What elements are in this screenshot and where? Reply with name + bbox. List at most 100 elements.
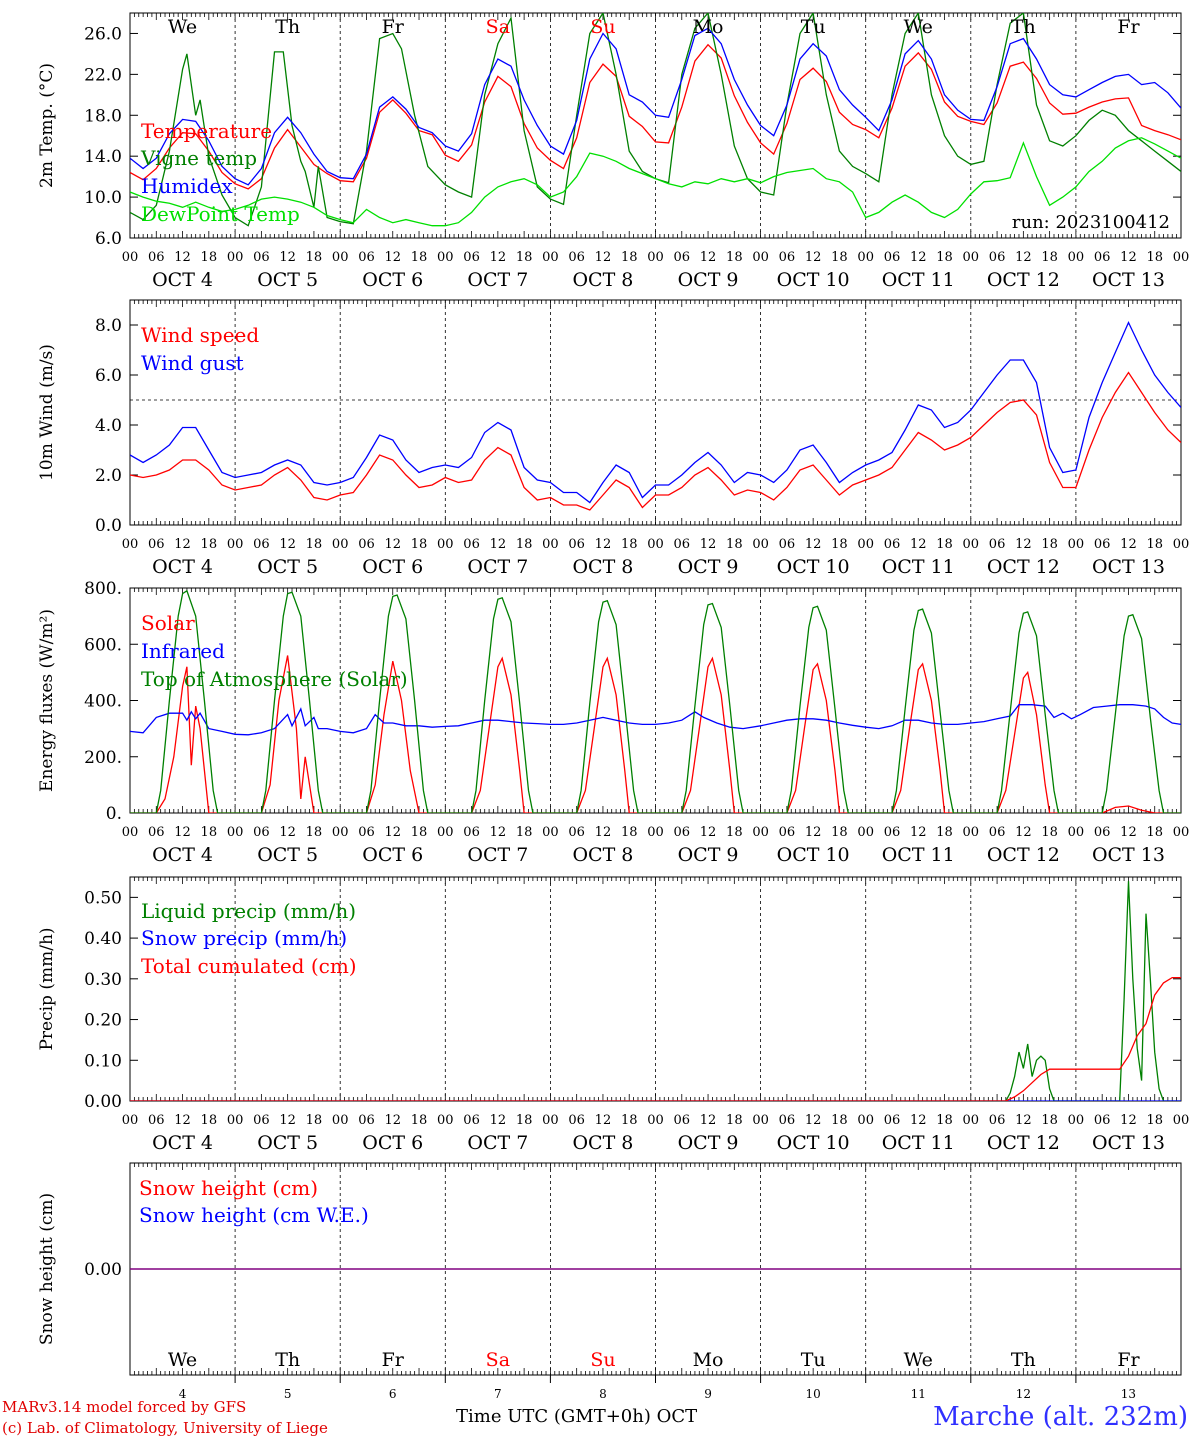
y-axis-label-wind: 10m Wind (m/s) xyxy=(37,344,57,481)
panel-frame-energy xyxy=(129,587,1182,814)
hour-tick-label: 00 xyxy=(122,537,139,552)
time-axis-title: Time UTC (GMT+0h) OCT xyxy=(456,1406,698,1427)
legend-humidex: Humidex xyxy=(141,174,233,198)
hour-tick-label: 12 xyxy=(490,825,507,840)
hour-tick-label: 18 xyxy=(936,250,953,265)
day-number: 9 xyxy=(704,1387,712,1401)
y-axis-label-temperature: 2m Temp. (°C) xyxy=(37,63,57,188)
hour-tick-label: 00 xyxy=(1173,537,1190,552)
weekday-label: Mo xyxy=(693,16,724,38)
hour-tick-label: 00 xyxy=(963,1113,980,1128)
legend-snow-precip-mm-h-: Snow precip (mm/h) xyxy=(141,926,347,950)
date-label: OCT 8 xyxy=(572,556,633,578)
legend-solar: Solar xyxy=(141,611,195,635)
legend-snow-height-cm-w-e-: Snow height (cm W.E.) xyxy=(139,1203,369,1227)
hour-tick-label: 18 xyxy=(516,825,533,840)
hour-tick-label: 12 xyxy=(1015,537,1032,552)
weekday-label: Th xyxy=(275,1349,300,1371)
hour-tick-label: 12 xyxy=(174,250,191,265)
y-axis-label-energy: Energy fluxes (W/m²) xyxy=(37,609,57,792)
hour-tick-label: 00 xyxy=(1068,250,1085,265)
hour-tick-label: 06 xyxy=(779,537,796,552)
hour-tick-label: 00 xyxy=(227,250,244,265)
hour-tick-label: 12 xyxy=(490,250,507,265)
station-name: Marche (alt. 232m) xyxy=(933,1402,1188,1432)
hour-tick-label: 06 xyxy=(674,537,691,552)
day-number: 10 xyxy=(806,1387,821,1401)
date-label: OCT 4 xyxy=(152,844,213,866)
hour-tick-label: 18 xyxy=(201,250,218,265)
date-label: OCT 4 xyxy=(152,1132,213,1154)
hour-tick-label: 00 xyxy=(227,1113,244,1128)
day-number: 5 xyxy=(284,1387,292,1401)
hour-tick-label: 06 xyxy=(989,250,1006,265)
hour-tick-label: 18 xyxy=(306,250,323,265)
date-label: OCT 9 xyxy=(678,269,739,291)
hour-tick-label: 06 xyxy=(989,825,1006,840)
hour-tick-label: 06 xyxy=(148,537,165,552)
hour-tick-label: 12 xyxy=(279,1113,296,1128)
date-label: OCT 6 xyxy=(362,1132,423,1154)
y-tick-label: 400. xyxy=(84,692,122,712)
series-line-wind-speed xyxy=(130,371,1181,511)
hour-tick-label: 00 xyxy=(752,250,769,265)
hour-tick-label: 06 xyxy=(1094,1113,1111,1128)
hour-tick-label: 12 xyxy=(279,250,296,265)
date-label: OCT 7 xyxy=(467,844,528,866)
hour-tick-label: 00 xyxy=(1173,250,1190,265)
hour-tick-label: 12 xyxy=(910,825,927,840)
hour-tick-label: 18 xyxy=(726,537,743,552)
hour-tick-label: 00 xyxy=(1173,825,1190,840)
run-label: run: 2023100412 xyxy=(1012,212,1170,233)
hour-tick-label: 18 xyxy=(831,825,848,840)
panel-frame-wind xyxy=(129,299,1182,526)
y-tick-label: 0.00 xyxy=(84,1092,122,1112)
hour-tick-label: 12 xyxy=(910,250,927,265)
y-tick-label: 10.0 xyxy=(84,188,122,208)
y-tick-label: 26.0 xyxy=(84,24,122,44)
hour-tick-label: 00 xyxy=(1068,1113,1085,1128)
hour-tick-label: 18 xyxy=(411,537,428,552)
hour-tick-label: 12 xyxy=(910,537,927,552)
y-tick-label: 800. xyxy=(84,579,122,599)
hour-tick-label: 18 xyxy=(831,537,848,552)
hour-tick-label: 00 xyxy=(1068,537,1085,552)
hour-tick-label: 12 xyxy=(595,825,612,840)
series-line-vigne-temp xyxy=(130,13,1181,227)
lab-credit: (c) Lab. of Climatology, University of L… xyxy=(2,1419,328,1437)
date-label: OCT 4 xyxy=(152,269,213,291)
y-tick-label: 200. xyxy=(84,748,122,768)
hour-tick-label: 18 xyxy=(1041,250,1058,265)
y-tick-label: 8.0 xyxy=(95,316,122,336)
hour-tick-label: 00 xyxy=(437,537,454,552)
hour-tick-label: 00 xyxy=(647,825,664,840)
y-tick-label: 14.0 xyxy=(84,147,122,167)
date-label: OCT 4 xyxy=(152,556,213,578)
legend-liquid-precip-mm-h-: Liquid precip (mm/h) xyxy=(141,899,356,923)
weekday-label: Fr xyxy=(382,1349,405,1371)
weekday-label: Sa xyxy=(486,16,510,38)
day-number: 6 xyxy=(389,1387,397,1401)
date-label: OCT 10 xyxy=(777,1132,850,1154)
hour-tick-label: 12 xyxy=(1015,825,1032,840)
hour-tick-label: 18 xyxy=(726,825,743,840)
day-number: 13 xyxy=(1121,1387,1136,1401)
hour-tick-label: 00 xyxy=(437,825,454,840)
hour-tick-label: 18 xyxy=(306,1113,323,1128)
hour-tick-label: 18 xyxy=(621,537,638,552)
weekday-label: Fr xyxy=(1117,16,1140,38)
date-label: OCT 11 xyxy=(882,844,955,866)
series-line-solar xyxy=(130,655,1181,813)
weekday-label: Th xyxy=(1011,16,1036,38)
day-number: 11 xyxy=(911,1387,926,1401)
date-label: OCT 6 xyxy=(362,556,423,578)
date-label: OCT 13 xyxy=(1092,556,1165,578)
hour-tick-label: 18 xyxy=(831,1113,848,1128)
hour-tick-label: 06 xyxy=(674,250,691,265)
hour-tick-label: 06 xyxy=(463,825,480,840)
hour-tick-label: 18 xyxy=(516,250,533,265)
model-credit: MARv3.14 model forced by GFS xyxy=(2,1398,247,1416)
hour-tick-label: 12 xyxy=(700,537,717,552)
hour-tick-label: 00 xyxy=(542,250,559,265)
hour-tick-label: 12 xyxy=(595,1113,612,1128)
